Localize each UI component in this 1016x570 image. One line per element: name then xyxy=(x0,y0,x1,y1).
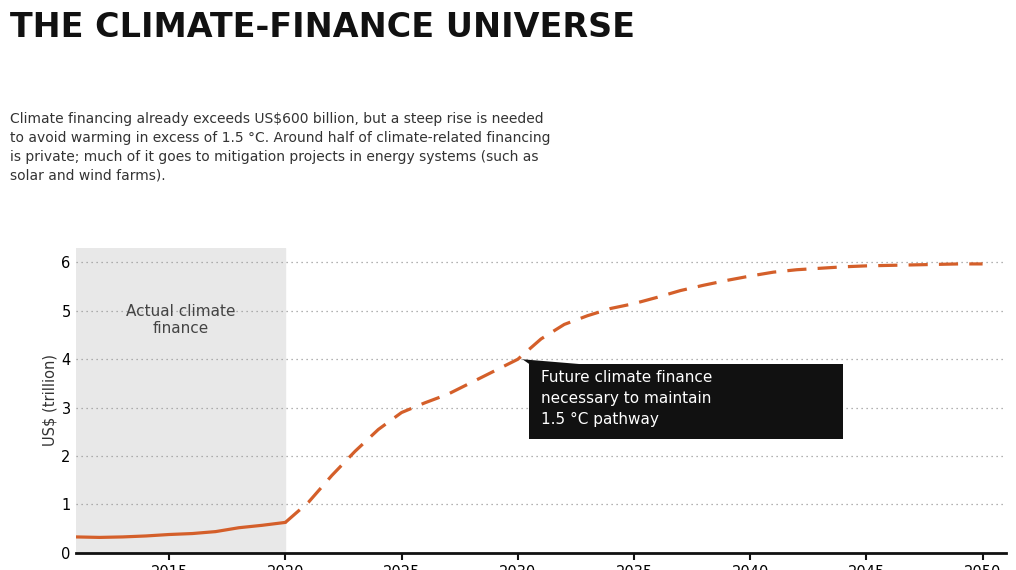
FancyBboxPatch shape xyxy=(529,364,843,439)
Text: THE CLIMATE-FINANCE UNIVERSE: THE CLIMATE-FINANCE UNIVERSE xyxy=(10,11,635,44)
Text: Future climate finance
necessary to maintain
1.5 °C pathway: Future climate finance necessary to main… xyxy=(541,370,712,427)
Polygon shape xyxy=(522,359,580,364)
Bar xyxy=(76,248,285,553)
Text: Actual climate
finance: Actual climate finance xyxy=(126,304,236,336)
Text: Climate financing already exceeds US$600 billion, but a steep rise is needed
to : Climate financing already exceeds US$600… xyxy=(10,112,551,182)
Y-axis label: US$ (trillion): US$ (trillion) xyxy=(42,355,57,446)
